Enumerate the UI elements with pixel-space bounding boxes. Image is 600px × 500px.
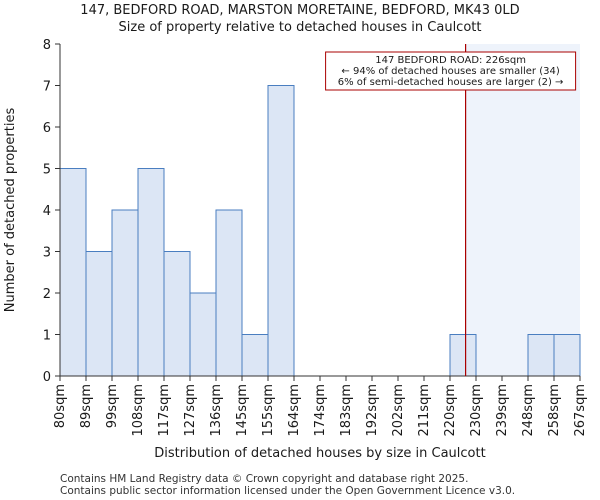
x-tick-label: 117sqm [157, 384, 172, 437]
x-tick-label: 239sqm [495, 384, 510, 437]
histogram-bar [189, 292, 217, 377]
x-tick-label: 108sqm [131, 384, 146, 437]
highlight-region [465, 44, 580, 376]
x-tick-label: 174sqm [313, 384, 328, 437]
x-tick-label: 89sqm [79, 384, 94, 428]
y-tick-label: 0 [43, 370, 51, 385]
plot-area: 0 1 2 3 4 5 6 7 8 80sqm 89sqm 99sqm 108sqm 117sqm 127s… [43, 38, 588, 437]
x-tick-label: 183sqm [339, 384, 354, 437]
x-axis-label: Distribution of detached houses by size … [154, 446, 485, 461]
y-tick-label: 7 [43, 80, 51, 95]
x-tick-label: 155sqm [261, 384, 276, 437]
histogram-bar [111, 209, 139, 377]
histogram-bar [215, 209, 243, 377]
histogram-bar [553, 334, 581, 377]
y-axis-label: Number of detached properties [3, 108, 18, 313]
annotation-box [325, 51, 577, 91]
chart-title-line2: Size of property relative to detached ho… [119, 20, 482, 35]
x-tick-label: 230sqm [469, 384, 484, 437]
y-tick-label: 1 [43, 329, 51, 344]
histogram-bar [163, 251, 191, 377]
x-tick-label: 127sqm [183, 384, 198, 437]
x-tick-label: 99sqm [105, 384, 120, 428]
y-tick-label: 6 [43, 121, 51, 136]
x-tick-label: 220sqm [443, 384, 458, 437]
footer-line1: Contains HM Land Registry data © Crown c… [60, 473, 468, 485]
x-tick-label: 164sqm [287, 384, 302, 437]
histogram-bar [267, 85, 295, 377]
histogram-bar [59, 168, 87, 377]
x-tick-label: 202sqm [391, 384, 406, 437]
x-tick-label: 136sqm [209, 384, 224, 437]
histogram-bar [449, 334, 477, 377]
y-tick-label: 3 [43, 246, 51, 261]
annotation-line1: 147 BEDFORD ROAD: 226sqm [375, 55, 526, 66]
annotation-line2: ← 94% of detached houses are smaller (34… [341, 66, 559, 77]
x-tick-label: 80sqm [53, 384, 68, 428]
footer-line2: Contains public sector information licen… [60, 485, 515, 497]
x-tick-label: 248sqm [521, 384, 536, 437]
x-tick-label: 145sqm [235, 384, 250, 437]
x-tick-label: 211sqm [417, 384, 432, 437]
y-tick-label: 2 [43, 287, 51, 302]
histogram-bar [527, 334, 555, 377]
x-tick-label: 258sqm [547, 384, 562, 437]
histogram-bar [137, 168, 165, 377]
y-tick-label: 8 [43, 38, 51, 53]
y-tick-label: 5 [43, 163, 51, 178]
x-tick-label: 192sqm [365, 384, 380, 437]
annotation-line3: 6% of semi-detached houses are larger (2… [338, 77, 564, 88]
x-tick-label: 267sqm [573, 384, 588, 437]
histogram-bar [241, 334, 269, 377]
y-tick-label: 4 [43, 204, 51, 219]
histogram-bar [85, 251, 113, 377]
chart-title-line1: 147, BEDFORD ROAD, MARSTON MORETAINE, BE… [80, 3, 519, 18]
